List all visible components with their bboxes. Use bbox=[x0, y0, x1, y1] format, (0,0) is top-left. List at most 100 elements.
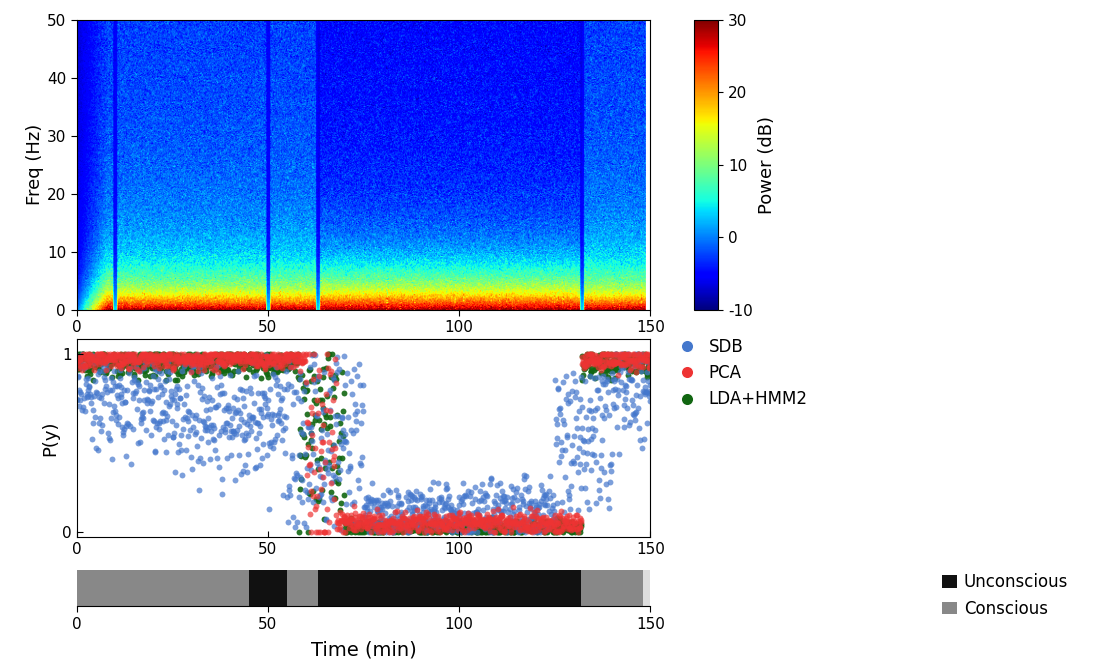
Point bbox=[457, 512, 474, 523]
Point bbox=[290, 350, 307, 360]
Point bbox=[425, 518, 443, 529]
Point bbox=[428, 521, 446, 532]
Point bbox=[529, 522, 546, 532]
Point bbox=[492, 524, 509, 534]
Point bbox=[281, 351, 298, 361]
Point bbox=[450, 492, 468, 502]
Point bbox=[399, 520, 416, 530]
Point bbox=[250, 358, 268, 368]
Point bbox=[509, 523, 527, 534]
Point bbox=[349, 405, 366, 416]
Point bbox=[607, 357, 624, 368]
Point bbox=[512, 522, 529, 532]
Point bbox=[552, 517, 569, 528]
Point bbox=[165, 428, 183, 438]
Point bbox=[378, 522, 396, 532]
Point bbox=[522, 498, 540, 508]
Point bbox=[307, 527, 325, 537]
Point bbox=[219, 355, 236, 365]
Point bbox=[477, 520, 494, 530]
Point bbox=[522, 526, 540, 536]
Point bbox=[72, 353, 90, 364]
Point bbox=[96, 374, 114, 385]
Point bbox=[296, 349, 314, 360]
Point bbox=[506, 519, 524, 530]
Point bbox=[344, 515, 362, 526]
Point bbox=[294, 474, 312, 485]
Point bbox=[240, 351, 258, 362]
Point bbox=[408, 524, 425, 534]
Point bbox=[410, 523, 427, 533]
Point bbox=[551, 511, 568, 521]
Point bbox=[133, 359, 151, 370]
Point bbox=[321, 406, 339, 416]
Point bbox=[318, 388, 336, 399]
Point bbox=[378, 517, 396, 528]
Point bbox=[447, 521, 465, 532]
Point bbox=[322, 463, 340, 473]
Point bbox=[106, 401, 124, 411]
Point bbox=[455, 520, 472, 530]
Point bbox=[103, 360, 120, 371]
Point bbox=[118, 358, 136, 369]
Point bbox=[330, 453, 348, 464]
Point bbox=[528, 511, 545, 521]
Point bbox=[218, 357, 235, 368]
Point bbox=[365, 501, 383, 512]
Point bbox=[164, 432, 181, 442]
Point bbox=[223, 356, 240, 366]
Point bbox=[372, 521, 389, 532]
Point bbox=[275, 353, 293, 363]
Point bbox=[329, 366, 346, 377]
Point bbox=[319, 445, 337, 455]
Point bbox=[442, 525, 459, 536]
Point bbox=[181, 364, 199, 374]
Point bbox=[509, 519, 527, 529]
Point bbox=[343, 520, 361, 530]
Point bbox=[325, 455, 342, 465]
Point bbox=[285, 353, 303, 364]
Point bbox=[120, 350, 138, 360]
Point bbox=[636, 382, 654, 393]
Point bbox=[541, 471, 559, 481]
Point bbox=[286, 366, 304, 376]
Point bbox=[642, 359, 659, 370]
Point bbox=[633, 366, 650, 376]
Point bbox=[520, 517, 538, 527]
Point bbox=[412, 524, 430, 534]
Point bbox=[626, 360, 644, 370]
Point bbox=[141, 370, 158, 381]
Point bbox=[532, 520, 550, 530]
Point bbox=[265, 357, 282, 368]
Point bbox=[533, 513, 551, 523]
Point bbox=[205, 435, 223, 445]
Point bbox=[353, 527, 371, 537]
Point bbox=[281, 363, 298, 374]
Point bbox=[484, 519, 502, 529]
Point bbox=[114, 362, 131, 372]
Point bbox=[480, 513, 497, 524]
Point bbox=[308, 394, 326, 405]
Point bbox=[475, 522, 493, 532]
Point bbox=[215, 367, 233, 378]
Point bbox=[286, 358, 304, 368]
Point bbox=[413, 519, 431, 529]
Point bbox=[82, 365, 99, 376]
Point bbox=[329, 467, 346, 477]
Point bbox=[294, 358, 312, 369]
Point bbox=[554, 376, 572, 387]
Point bbox=[202, 355, 220, 365]
Point bbox=[632, 356, 649, 366]
Point bbox=[462, 525, 480, 535]
Point bbox=[611, 449, 628, 459]
Point bbox=[345, 409, 363, 419]
Point bbox=[606, 353, 623, 363]
Point bbox=[597, 401, 614, 412]
Point bbox=[577, 361, 595, 372]
Point bbox=[278, 355, 295, 366]
Point bbox=[387, 523, 404, 534]
Point bbox=[337, 527, 354, 537]
Point bbox=[322, 372, 340, 382]
Point bbox=[273, 354, 291, 364]
Point bbox=[375, 520, 392, 530]
